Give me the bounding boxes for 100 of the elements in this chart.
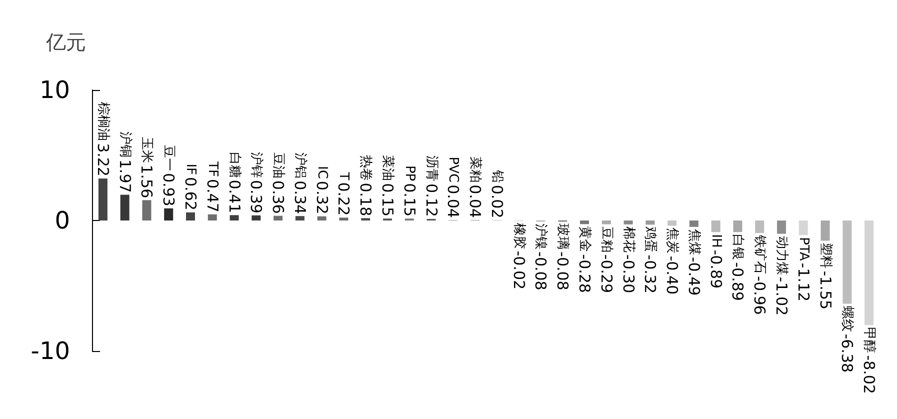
data-label: 0.02 [488, 184, 506, 218]
data-label: -0.08 [554, 252, 572, 290]
x-tick-label: PTA [796, 237, 811, 261]
bar [864, 220, 874, 326]
x-tick-label: 沪铝 [292, 152, 308, 179]
data-label: 0.04 [466, 184, 484, 218]
data-label: -0.28 [576, 254, 594, 293]
x-tick-label: IH [708, 234, 724, 248]
x-tick-label: 黄金 [577, 226, 592, 252]
data-label: -6.38 [838, 334, 856, 373]
bar [668, 220, 677, 226]
x-tick-label: T [336, 171, 352, 180]
x-tick-label: 菜油 [380, 155, 395, 182]
data-label: 0.18 [356, 182, 375, 216]
data-label: 0.15 [400, 183, 418, 217]
y-tick-label: 10 [39, 76, 70, 104]
bar [252, 215, 261, 220]
x-tick-label: 焦炭 [664, 228, 680, 254]
x-tick-label: 沥青 [424, 156, 439, 182]
data-label: 0.41 [225, 180, 244, 214]
bar [580, 220, 589, 224]
x-tick-label: 塑料 [818, 242, 834, 269]
bar [798, 220, 808, 236]
bar [230, 215, 239, 220]
data-label: 0.47 [203, 178, 222, 212]
data-label: 0.04 [444, 184, 462, 218]
x-tick-label: 沪锌 [248, 152, 265, 178]
bar [602, 220, 611, 224]
data-label: -0.40 [663, 256, 682, 295]
bar [295, 216, 304, 220]
data-label: -0.02 [510, 250, 528, 290]
bar [208, 214, 217, 220]
x-tick-label: PVC [446, 156, 461, 183]
bar [711, 220, 720, 232]
x-tick-label: 白糖 [226, 152, 242, 178]
bar [777, 220, 786, 234]
x-tick-label: 菜粕 [468, 156, 483, 183]
x-tick-label: 豆粕 [598, 226, 614, 252]
bar [186, 212, 195, 220]
x-tick-label: TF [204, 160, 220, 177]
x-tick-label: 焦煤 [686, 228, 702, 255]
bar [98, 178, 108, 220]
data-label: -1.02 [772, 276, 790, 316]
bar [733, 220, 742, 232]
data-label: 0.39 [247, 180, 266, 214]
data-label: 0.32 [312, 180, 331, 214]
bar [689, 220, 698, 227]
bar [339, 218, 348, 220]
data-label: 0.34 [290, 180, 309, 214]
data-label: -1.55 [816, 270, 834, 310]
bar [164, 208, 174, 220]
y-tick-label: -10 [30, 337, 70, 365]
data-label: -0.30 [619, 254, 638, 294]
x-tick-label: PP [402, 165, 417, 182]
data-label: 1.56 [138, 164, 156, 198]
x-tick-label: 玻璃 [555, 224, 570, 250]
x-tick-label: 棕榈油 [95, 102, 110, 142]
data-label: -0.29 [597, 254, 616, 294]
x-tick-label: 玉米 [139, 136, 154, 163]
data-label: 0.22 [334, 182, 353, 216]
data-label: -0.49 [684, 256, 703, 296]
x-tick-label: 白银 [730, 234, 746, 260]
data-label: -8.02 [860, 355, 878, 394]
data-label: -0.96 [750, 276, 769, 315]
x-tick-label: 豆油 [270, 152, 286, 178]
bar [120, 194, 130, 220]
data-label: 0.62 [182, 177, 200, 210]
x-tick-label: 鸡蛋 [642, 226, 658, 253]
y-axis-title: 亿元 [45, 30, 86, 54]
data-label: -1.12 [794, 262, 812, 302]
bar [646, 220, 655, 225]
x-tick-label: 甲醇 [862, 327, 877, 354]
data-label: -0.08 [532, 252, 550, 290]
x-tick-label: 动力煤 [774, 236, 789, 275]
x-tick-label: IF [183, 164, 198, 176]
bar [274, 216, 283, 220]
bar [755, 220, 764, 234]
data-label: 0.93 [160, 172, 178, 206]
x-tick-label: 热卷 [358, 154, 374, 181]
data-label: -0.89 [728, 262, 747, 301]
bar [317, 216, 326, 220]
bar [842, 220, 852, 304]
x-tick-label: 螺纹 [840, 306, 855, 332]
data-label: 1.97 [116, 159, 134, 193]
y-tick-label: 0 [54, 206, 70, 234]
data-label: 3.22 [94, 143, 112, 176]
x-tick-label: 豆一 [161, 144, 176, 171]
bar [142, 200, 152, 220]
data-label: 0.36 [269, 180, 288, 214]
data-label: 0.15 [378, 183, 396, 217]
bar [624, 220, 633, 224]
x-tick-label: 沪镍 [533, 224, 550, 250]
data-label: -0.32 [641, 254, 660, 294]
x-tick-label: IC [314, 166, 330, 179]
x-tick-label: 棉花 [620, 226, 636, 252]
x-tick-label: 铅 [489, 168, 504, 183]
x-tick-label: 沪铜 [117, 131, 134, 158]
x-tick-label: 橡胶 [511, 222, 526, 249]
data-label: -0.89 [706, 250, 725, 289]
data-label: 0.12 [422, 184, 440, 217]
